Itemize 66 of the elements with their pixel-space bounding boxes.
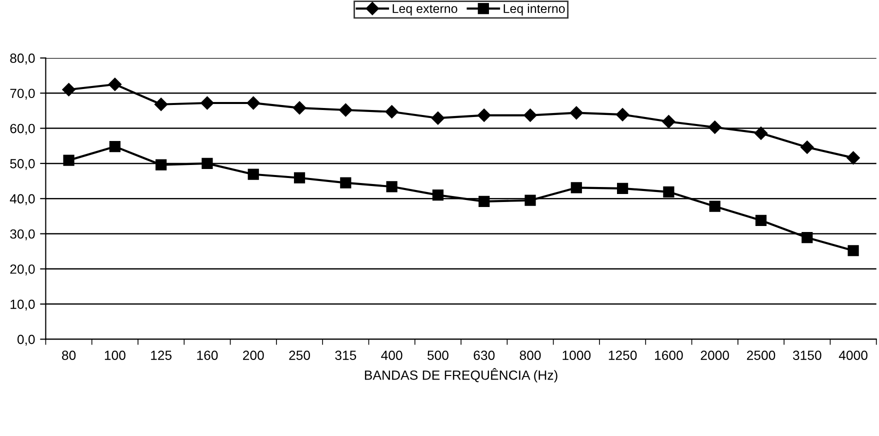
- y-tick-label: 0,0: [17, 334, 35, 346]
- point: [478, 108, 491, 122]
- y-tick-label: 80,0: [10, 54, 35, 64]
- point: [663, 186, 674, 198]
- point: [108, 78, 122, 91]
- x-tick-label: 1250: [608, 350, 637, 360]
- point: [340, 177, 352, 188]
- point: [432, 190, 444, 201]
- x-tick-label: 1600: [655, 350, 683, 360]
- x-tick-label: 400: [381, 350, 402, 360]
- point: [63, 154, 74, 166]
- point: [754, 126, 768, 140]
- y-tick-label: 40,0: [10, 194, 35, 206]
- point: [385, 105, 398, 118]
- x-tick-label: 200: [243, 350, 264, 360]
- point: [616, 182, 628, 194]
- point: [524, 108, 537, 122]
- y-tick-label: 70,0: [10, 88, 35, 100]
- x-tick-label: 2000: [700, 350, 730, 360]
- y-tick-label: 20,0: [10, 264, 35, 276]
- point: [62, 83, 76, 96]
- point: [294, 172, 306, 184]
- y-tick-label: 30,0: [10, 229, 35, 240]
- point: [570, 106, 583, 120]
- point: [708, 120, 722, 134]
- x-tick-label: 4000: [838, 350, 868, 360]
- point: [431, 112, 445, 125]
- x-tick-label: 80: [62, 350, 76, 360]
- point: [386, 181, 398, 192]
- point: [246, 96, 260, 110]
- x-tick-label: 100: [104, 350, 126, 360]
- point: [154, 98, 168, 111]
- point: [755, 214, 767, 226]
- point: [156, 159, 167, 170]
- point: [848, 245, 859, 256]
- x-tick-label: 1000: [562, 350, 591, 360]
- point: [802, 232, 813, 244]
- x-tick-label: 160: [197, 350, 218, 360]
- point: [292, 101, 306, 114]
- legend-label: Leq externo: [392, 4, 458, 16]
- point: [846, 151, 860, 164]
- x-tick-label: 800: [520, 350, 541, 360]
- point: [616, 108, 630, 122]
- point: [248, 168, 259, 180]
- x-tick-label: 250: [289, 350, 310, 360]
- point: [709, 200, 720, 212]
- legend-label: Leq interno: [504, 4, 565, 16]
- point: [478, 196, 490, 207]
- x-axis-title: BANDAS DE FREQUÊNCIA (Hz): [364, 368, 558, 382]
- y-tick-label: 60,0: [10, 124, 35, 135]
- x-tick-label: 3150: [792, 350, 822, 360]
- point: [202, 158, 213, 169]
- point: [524, 194, 536, 206]
- point: [570, 182, 582, 194]
- y-tick-label: 50,0: [10, 159, 35, 170]
- x-tick-label: 2500: [746, 350, 776, 360]
- point: [200, 96, 214, 110]
- point: [339, 103, 352, 117]
- x-tick-label: 630: [474, 350, 495, 360]
- x-tick-label: 500: [427, 350, 448, 360]
- y-tick-label: 10,0: [10, 300, 35, 311]
- point: [662, 115, 676, 128]
- x-tick-label: 315: [335, 350, 356, 360]
- point: [800, 140, 814, 154]
- point: [109, 141, 120, 152]
- x-tick-label: 125: [151, 350, 172, 360]
